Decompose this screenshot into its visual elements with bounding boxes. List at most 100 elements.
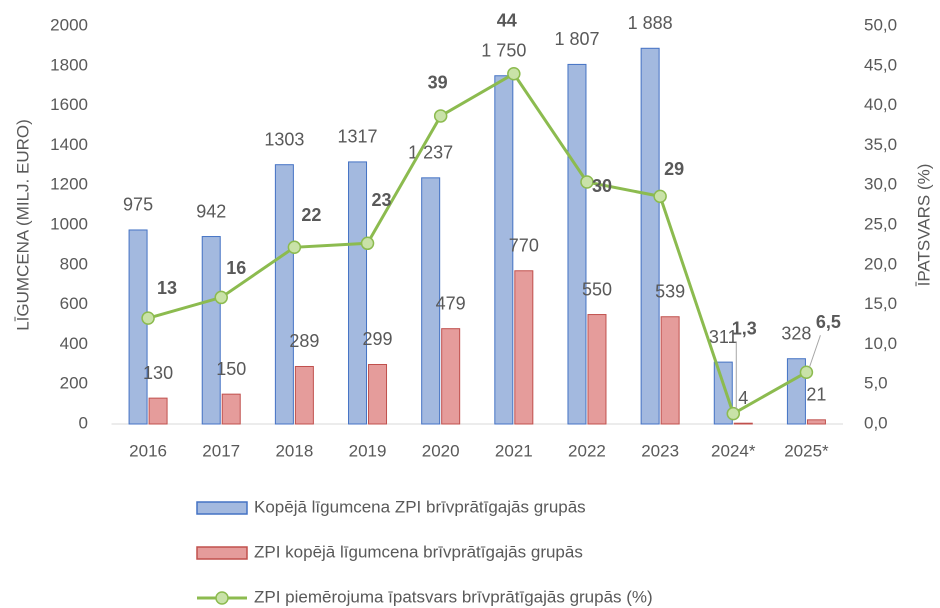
x-tick-label: 2018 bbox=[275, 441, 313, 460]
bar-value-label: 770 bbox=[509, 236, 539, 256]
y2-tick-label: 20,0 bbox=[864, 254, 897, 273]
bar bbox=[713, 361, 733, 425]
x-tick-label: 2020 bbox=[422, 441, 460, 460]
line-point bbox=[799, 365, 814, 380]
line-value-label: 30 bbox=[592, 176, 612, 196]
x-tick-label: 2021 bbox=[495, 441, 533, 460]
line-point bbox=[580, 175, 594, 189]
y2-tick-label: 35,0 bbox=[864, 135, 897, 154]
bar bbox=[514, 270, 534, 425]
leader-line bbox=[808, 335, 821, 368]
x-tick-label: 2019 bbox=[349, 441, 387, 460]
y-tick-label: 1400 bbox=[50, 135, 88, 154]
bar-value-label: 299 bbox=[363, 329, 393, 349]
bar bbox=[806, 419, 826, 425]
line-point bbox=[726, 406, 741, 421]
bar bbox=[368, 363, 388, 425]
line-point bbox=[507, 67, 521, 81]
line-point bbox=[141, 311, 155, 325]
line-point bbox=[433, 109, 448, 123]
y-tick-label: 1200 bbox=[50, 175, 88, 194]
line-value-label: 29 bbox=[664, 159, 684, 179]
legend-swatch bbox=[196, 501, 248, 515]
y-tick-label: 1000 bbox=[50, 214, 88, 233]
line-value-label: 13 bbox=[157, 278, 177, 298]
line-value-label: 6,5 bbox=[816, 312, 841, 332]
legend-swatch bbox=[196, 546, 248, 560]
bar-value-label: 1317 bbox=[338, 127, 378, 147]
line-value-label: 44 bbox=[497, 11, 517, 31]
x-tick-label: 2016 bbox=[129, 441, 167, 460]
bar bbox=[421, 177, 441, 425]
bar bbox=[733, 422, 753, 425]
y2-tick-label: 10,0 bbox=[864, 334, 897, 353]
bar-value-label: 311 bbox=[709, 327, 738, 347]
y-tick-label: 1600 bbox=[50, 95, 88, 114]
bar-value-label: 150 bbox=[216, 359, 246, 379]
y-tick-label: 1800 bbox=[50, 55, 88, 74]
x-tick-label: 2023 bbox=[641, 441, 679, 460]
bar bbox=[441, 328, 461, 425]
y-tick-label: 600 bbox=[60, 294, 88, 313]
bar bbox=[294, 365, 314, 425]
x-tick-label: 2025* bbox=[784, 441, 829, 460]
line-value-label: 16 bbox=[226, 258, 246, 278]
legend-label: Kopējā līgumcena ZPI brīvprātīgajās grup… bbox=[254, 497, 586, 516]
bar-value-label: 328 bbox=[781, 323, 811, 343]
bar bbox=[348, 161, 368, 425]
line-value-label: 39 bbox=[428, 73, 448, 93]
bar bbox=[201, 236, 221, 425]
y-tick-label: 800 bbox=[60, 254, 88, 273]
bar bbox=[640, 47, 660, 425]
y2-tick-label: 45,0 bbox=[864, 55, 897, 74]
line-point bbox=[653, 189, 667, 204]
bar bbox=[128, 229, 148, 425]
bar bbox=[660, 316, 680, 425]
line-series bbox=[147, 71, 808, 416]
bar-value-label: 4 bbox=[738, 388, 748, 408]
bar-value-label: 550 bbox=[582, 279, 612, 299]
bar-value-label: 1 807 bbox=[554, 29, 599, 49]
y-axis-label: LĪGUMCENA (MILJ. EURO) bbox=[13, 119, 32, 331]
x-tick-label: 2024* bbox=[711, 441, 756, 460]
y2-tick-label: 50,0 bbox=[864, 15, 897, 34]
line-point bbox=[214, 290, 228, 305]
bar-value-label: 539 bbox=[655, 281, 685, 301]
bar-value-label: 130 bbox=[143, 363, 173, 383]
bar bbox=[148, 397, 168, 425]
line-point bbox=[360, 236, 375, 251]
y-tick-label: 200 bbox=[60, 374, 88, 393]
line-value-label: 23 bbox=[372, 190, 392, 210]
bar bbox=[221, 393, 241, 425]
bar bbox=[587, 314, 607, 425]
bar bbox=[274, 164, 294, 425]
bar bbox=[494, 75, 514, 425]
bar-value-label: 942 bbox=[196, 201, 226, 221]
legend-label: ZPI piemērojuma īpatsvars brīvprātīgajās… bbox=[254, 587, 653, 606]
bar-value-label: 1 888 bbox=[628, 13, 673, 33]
line-value-label: 22 bbox=[301, 205, 321, 225]
legend-label: ZPI kopējā līgumcena brīvprātīgajās grup… bbox=[254, 542, 583, 561]
y2-tick-label: 30,0 bbox=[864, 175, 897, 194]
y2-tick-label: 5,0 bbox=[864, 374, 888, 393]
bar-value-label: 289 bbox=[289, 331, 319, 351]
bar-value-label: 21 bbox=[806, 385, 826, 405]
y-tick-label: 2000 bbox=[50, 15, 88, 34]
y2-tick-label: 25,0 bbox=[864, 214, 897, 233]
y2-tick-label: 15,0 bbox=[864, 294, 897, 313]
bar-value-label: 1303 bbox=[264, 129, 304, 149]
bar bbox=[567, 63, 587, 425]
y-tick-label: 400 bbox=[60, 334, 88, 353]
x-tick-label: 2017 bbox=[202, 441, 240, 460]
bar-value-label: 479 bbox=[436, 293, 466, 313]
bar-value-label: 975 bbox=[123, 195, 153, 215]
y-tick-label: 0 bbox=[79, 413, 88, 432]
legend-swatch bbox=[215, 591, 229, 605]
y2-tick-label: 40,0 bbox=[864, 95, 897, 114]
y2-axis-label: ĪPATSVARS (%) bbox=[914, 164, 933, 287]
x-tick-label: 2022 bbox=[568, 441, 606, 460]
bar-value-label: 1 750 bbox=[481, 41, 526, 61]
y2-tick-label: 0,0 bbox=[864, 413, 888, 432]
bar-value-label: 1 237 bbox=[408, 143, 453, 163]
